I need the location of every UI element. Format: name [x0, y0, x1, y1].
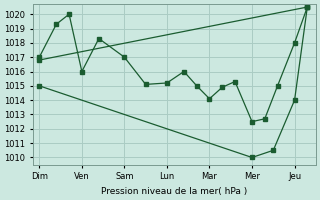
X-axis label: Pression niveau de la mer( hPa ): Pression niveau de la mer( hPa )	[101, 187, 247, 196]
